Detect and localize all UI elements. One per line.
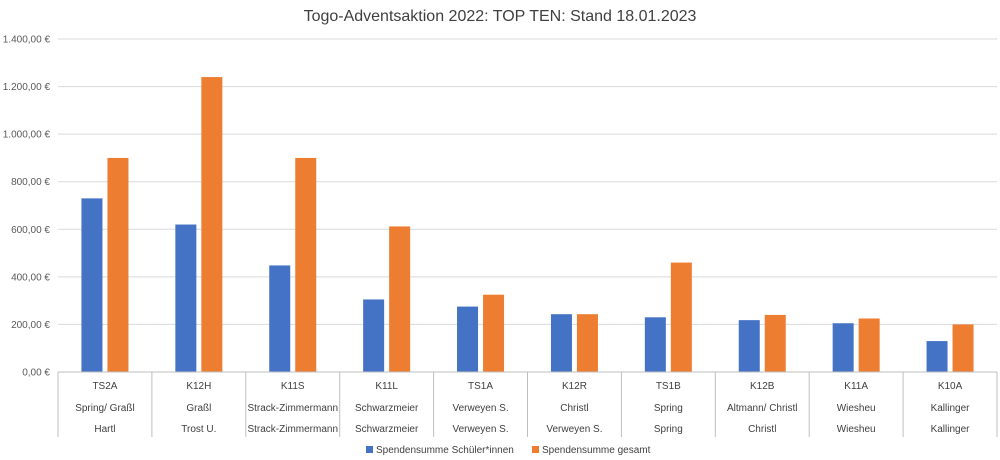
category-label-line2: Schwarzmeier — [355, 403, 419, 414]
category-label-line1: K11S — [281, 381, 305, 392]
bar-gesamt — [858, 318, 880, 372]
y-tick-label: 800,00 € — [11, 177, 50, 188]
y-tick-label: 1.200,00 € — [3, 82, 51, 93]
category-label-line3: Verweyen S. — [452, 424, 508, 435]
category-label-line2: Kallinger — [931, 403, 971, 414]
category-label-line1: K12R — [562, 381, 587, 392]
category-label-line1: TS1B — [656, 381, 681, 392]
category-label-line1: K11A — [844, 381, 868, 392]
category-label-line3: Trost U. — [181, 424, 216, 435]
category-label-line3: Hartl — [94, 424, 115, 435]
bar-gesamt — [764, 314, 786, 372]
category-label-line2: Graßl — [186, 403, 211, 414]
category-label-line3: Verweyen S. — [546, 424, 602, 435]
y-tick-label: 0,00 € — [22, 368, 50, 379]
category-label-line1: K11L — [375, 381, 398, 392]
bar-gesamt — [483, 294, 505, 372]
x-axis-categories: TS2A Spring/ Graßl Hartl K12H Graßl Trost U. K… — [57, 371, 998, 437]
legend-label: Spendensumme Schüler*innen — [376, 445, 514, 456]
bar-schueler — [363, 299, 385, 372]
category-label-line1: K10A — [938, 381, 963, 392]
category-label-line2: Wiesheu — [837, 403, 876, 414]
legend-label: Spendensumme gesamt — [542, 445, 651, 456]
legend-swatch — [366, 446, 373, 453]
bar-gesamt — [107, 157, 129, 372]
category-label-line3: Spring — [654, 424, 683, 435]
bar-schueler — [832, 323, 854, 372]
category-label-line2: Altmann/ Christl — [727, 403, 798, 414]
category-label-line3: Christl — [748, 424, 776, 435]
gridlines — [58, 38, 997, 373]
legend-swatch — [532, 446, 539, 453]
bar-schueler — [457, 306, 479, 372]
category-label-line2: Verweyen S. — [452, 403, 508, 414]
bar-schueler — [175, 224, 197, 372]
category-label-line3: Strack-Zimmermann — [247, 424, 338, 435]
y-tick-label: 400,00 € — [11, 272, 50, 283]
bar-gesamt — [295, 157, 317, 372]
y-tick-label: 1.400,00 € — [3, 35, 51, 46]
bar-gesamt — [389, 226, 411, 372]
category-label-line1: K12B — [750, 381, 775, 392]
y-tick-label: 200,00 € — [11, 320, 50, 331]
category-label-line2: Christl — [560, 403, 588, 414]
bar-schueler — [269, 265, 291, 372]
bars — [81, 77, 974, 373]
bar-schueler — [550, 314, 572, 372]
category-label-line2: Strack-Zimmermann — [247, 403, 338, 414]
legend: Spendensumme Schüler*innen Spendensumme g… — [366, 445, 651, 456]
y-axis-ticks: 0,00 € 200,00 € 400,00 € 600,00 € 800,00 € 1.… — [3, 35, 51, 379]
bar-schueler — [644, 317, 666, 372]
y-tick-label: 1.000,00 € — [3, 130, 51, 141]
category-label-line2: Spring — [654, 403, 683, 414]
y-tick-label: 600,00 € — [11, 225, 50, 236]
category-label-line2: Spring/ Graßl — [75, 403, 134, 414]
category-label-line3: Schwarzmeier — [355, 424, 419, 435]
bar-gesamt — [952, 324, 974, 372]
category-label-line1: K12H — [186, 381, 211, 392]
category-label-line3: Wiesheu — [837, 424, 876, 435]
category-label-line1: TS1A — [468, 381, 493, 392]
bar-schueler — [926, 341, 948, 372]
bar-schueler — [738, 320, 760, 372]
bar-schueler — [81, 198, 103, 372]
chart-title: Togo-Adventsaktion 2022: TOP TEN: Stand … — [304, 8, 697, 25]
bar-gesamt — [670, 262, 692, 372]
bar-gesamt — [576, 314, 598, 372]
bar-gesamt — [201, 77, 223, 373]
category-label-line3: Kallinger — [931, 424, 971, 435]
category-label-line1: TS2A — [92, 381, 117, 392]
